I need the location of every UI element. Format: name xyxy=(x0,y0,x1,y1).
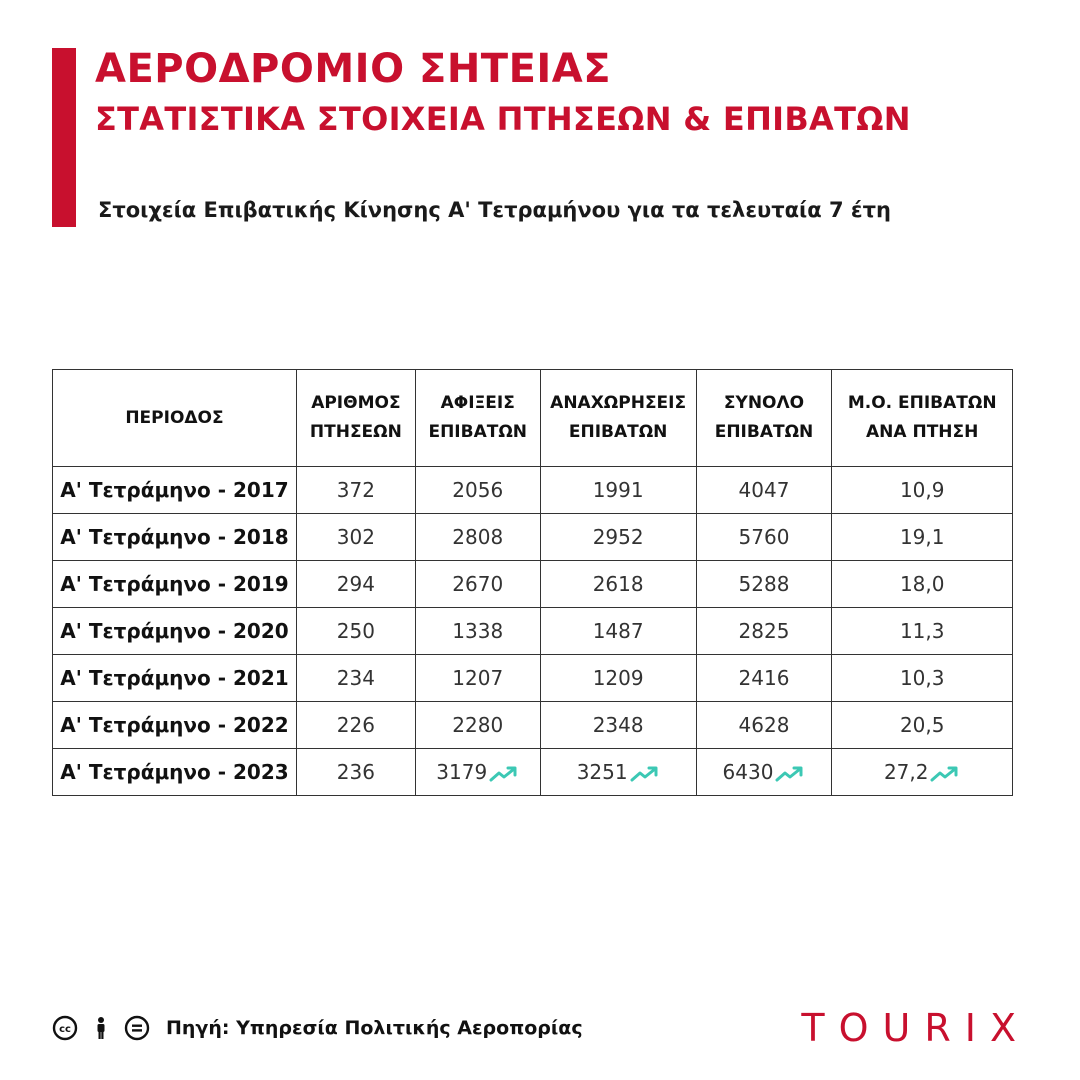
cell-avg: 19,1 xyxy=(831,513,1013,561)
trending-up-icon xyxy=(775,766,803,781)
nd-equals-icon xyxy=(124,1015,150,1041)
cell-departures: 2348 xyxy=(539,701,697,749)
cell-departures: 1487 xyxy=(539,607,697,655)
cell-total: 2416 xyxy=(695,654,833,702)
page-tagline: Στοιχεία Επιβατικής Κίνησης Α' Τετραμήνο… xyxy=(98,198,891,222)
stats-table: ΠΕΡΙΟΔΟΣ ΑΡΙΘΜΟΣ ΠΤΗΣΕΩΝ ΑΦΙΞΕΙΣ ΕΠΙΒΑΤΩΝ … xyxy=(52,369,1013,796)
cell-period: Α' Τετράμηνο - 2022 xyxy=(52,701,297,749)
cell-avg: 10,3 xyxy=(831,654,1013,702)
cell-flights: 236 xyxy=(295,748,416,796)
cell-avg: 10,9 xyxy=(831,466,1013,514)
cell-departures: 3251 xyxy=(539,748,697,796)
cell-total: 5288 xyxy=(695,560,833,608)
cell-total: 2825 xyxy=(695,607,833,655)
footer: cc Πηγή: Υπηρεσία Πολιτικής Αεροπορίας xyxy=(52,1014,583,1042)
by-person-icon xyxy=(97,1017,105,1039)
table-row: Α' Τετράμηνο - 2023 236 3179 3251 6430 27,2 xyxy=(52,748,1013,796)
brand-logo: TOURIX xyxy=(801,1006,1030,1050)
trending-up-icon xyxy=(630,766,658,781)
cell-arrivals: 2280 xyxy=(414,701,541,749)
cc-icon: cc xyxy=(52,1015,78,1041)
header-period: ΠΕΡΙΟΔΟΣ xyxy=(52,369,297,467)
table-header-row: ΠΕΡΙΟΔΟΣ ΑΡΙΘΜΟΣ ΠΤΗΣΕΩΝ ΑΦΙΞΕΙΣ ΕΠΙΒΑΤΩΝ … xyxy=(52,369,1013,467)
page-title: ΑΕΡΟΔΡΟΜΙΟ ΣΗΤΕΙΑΣ xyxy=(95,46,612,92)
cell-total: 5760 xyxy=(695,513,833,561)
cell-flights: 372 xyxy=(295,466,416,514)
cell-period: Α' Τετράμηνο - 2020 xyxy=(52,607,297,655)
cell-total: 6430 xyxy=(695,748,833,796)
table-row: Α' Τετράμηνο - 2018 302 2808 2952 5760 19,1 xyxy=(52,513,1013,561)
cell-avg: 20,5 xyxy=(831,701,1013,749)
header-avg: Μ.Ο. ΕΠΙΒΑΤΩΝ ΑΝΑ ΠΤΗΣΗ xyxy=(831,369,1013,467)
cell-arrivals: 1207 xyxy=(414,654,541,702)
cell-flights: 250 xyxy=(295,607,416,655)
header-arrivals: ΑΦΙΞΕΙΣ ΕΠΙΒΑΤΩΝ xyxy=(414,369,541,467)
cell-avg: 11,3 xyxy=(831,607,1013,655)
header-departures: ΑΝΑΧΩΡΗΣΕΙΣ ΕΠΙΒΑΤΩΝ xyxy=(539,369,697,467)
cell-flights: 234 xyxy=(295,654,416,702)
svg-text:cc: cc xyxy=(59,1024,71,1035)
table-row: Α' Τετράμηνο - 2017 372 2056 1991 4047 10,9 xyxy=(52,466,1013,514)
header-total: ΣΥΝΟΛΟ ΕΠΙΒΑΤΩΝ xyxy=(695,369,833,467)
cell-period: Α' Τετράμηνο - 2023 xyxy=(52,748,297,796)
cell-flights: 302 xyxy=(295,513,416,561)
header-flights: ΑΡΙΘΜΟΣ ΠΤΗΣΕΩΝ xyxy=(295,369,416,467)
trending-up-icon xyxy=(489,766,517,781)
cell-departures: 1991 xyxy=(539,466,697,514)
page-subtitle: ΣΤΑΤΙΣΤΙΚΑ ΣΤΟΙΧΕΙΑ ΠΤΗΣΕΩΝ & ΕΠΙΒΑΤΩΝ xyxy=(95,100,911,138)
cell-arrivals: 2670 xyxy=(414,560,541,608)
cell-period: Α' Τετράμηνο - 2021 xyxy=(52,654,297,702)
cell-avg: 27,2 xyxy=(831,748,1013,796)
cell-departures: 1209 xyxy=(539,654,697,702)
cell-period: Α' Τετράμηνο - 2017 xyxy=(52,466,297,514)
table-row: Α' Τετράμηνο - 2021 234 1207 1209 2416 10,3 xyxy=(52,654,1013,702)
cell-departures: 2952 xyxy=(539,513,697,561)
cell-total: 4628 xyxy=(695,701,833,749)
cell-arrivals: 3179 xyxy=(414,748,541,796)
cell-arrivals: 1338 xyxy=(414,607,541,655)
table-row: Α' Τετράμηνο - 2020 250 1338 1487 2825 11,3 xyxy=(52,607,1013,655)
cell-total: 4047 xyxy=(695,466,833,514)
cell-period: Α' Τετράμηνο - 2018 xyxy=(52,513,297,561)
cell-period: Α' Τετράμηνο - 2019 xyxy=(52,560,297,608)
cell-arrivals: 2056 xyxy=(414,466,541,514)
cell-flights: 294 xyxy=(295,560,416,608)
cell-flights: 226 xyxy=(295,701,416,749)
cell-departures: 2618 xyxy=(539,560,697,608)
accent-bar xyxy=(52,48,76,227)
cell-arrivals: 2808 xyxy=(414,513,541,561)
trending-up-icon xyxy=(930,766,958,781)
cell-avg: 18,0 xyxy=(831,560,1013,608)
table-row: Α' Τετράμηνο - 2022 226 2280 2348 4628 20,5 xyxy=(52,701,1013,749)
source-credit: Πηγή: Υπηρεσία Πολιτικής Αεροπορίας xyxy=(166,1017,583,1039)
table-row: Α' Τετράμηνο - 2019 294 2670 2618 5288 18,0 xyxy=(52,560,1013,608)
